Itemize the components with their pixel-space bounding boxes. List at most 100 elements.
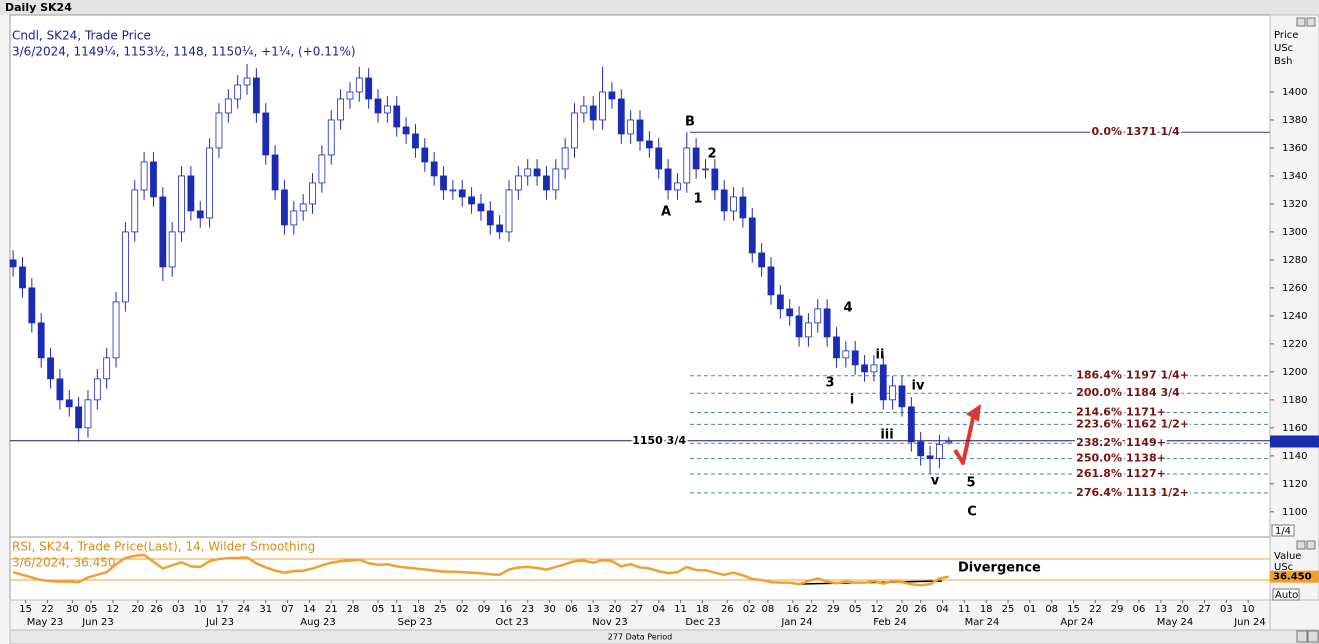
fib-value: 1149+ <box>1126 436 1166 449</box>
candle-body <box>889 385 897 401</box>
candle-body <box>739 196 747 219</box>
candle-body <box>767 266 775 296</box>
rsi-axis-label: USc <box>1274 562 1293 573</box>
candle-body <box>383 105 391 114</box>
candle-body <box>851 350 859 366</box>
x-tick-label: 20 <box>896 604 909 615</box>
rsi-title: RSI, SK24, Trade Price(Last), 14, Wilder… <box>12 540 315 554</box>
x-month-label: Sep 23 <box>398 617 433 628</box>
fib-name: 223.6% <box>1076 417 1122 430</box>
rsi-axis-label: Value <box>1274 551 1301 562</box>
x-tick-label: 15 <box>1067 604 1080 615</box>
x-tick-label: 12 <box>871 604 884 615</box>
scale-mode: Auto <box>1275 590 1298 601</box>
x-tick-label: 27 <box>631 604 644 615</box>
x-tick-label: 22 <box>1089 604 1102 615</box>
candle-body <box>702 168 709 171</box>
fib-name: 214.6% <box>1076 405 1122 418</box>
x-tick-label: 11 <box>674 604 687 615</box>
x-tick-label: 07 <box>281 604 294 615</box>
candle-body <box>748 217 756 254</box>
x-month-label: Aug 23 <box>300 617 335 628</box>
candle-body <box>281 189 288 226</box>
panel-restore-button[interactable] <box>1296 17 1306 27</box>
rsi-close-button[interactable] <box>1306 540 1316 550</box>
y-tick-label: 1340 <box>1282 171 1307 182</box>
zoom-in-button[interactable] <box>1307 630 1319 643</box>
zoom-out-button[interactable] <box>1296 630 1308 643</box>
y-tick-label: 1260 <box>1282 283 1307 294</box>
candle-body <box>861 364 868 373</box>
candle-body <box>683 147 691 184</box>
candle-body <box>47 357 54 380</box>
candle-body <box>533 168 541 177</box>
rsi-line <box>12 553 949 587</box>
x-month-label: Jul 23 <box>205 617 234 628</box>
candle-body <box>365 77 373 100</box>
candle-body <box>664 168 672 191</box>
candle-body <box>75 406 83 429</box>
fib-name: 0.0% <box>1091 125 1122 138</box>
candle-body <box>112 301 120 359</box>
x-month-label: Jun 23 <box>81 617 114 628</box>
x-tick-label: 05 <box>849 604 862 615</box>
candle-body <box>879 364 887 401</box>
fib-value: 1162 1/2+ <box>1126 417 1189 430</box>
candle-body <box>617 98 625 135</box>
chart-title: Cndl, SK24, Trade Price <box>12 29 151 43</box>
wave-label: 4 <box>843 301 852 316</box>
x-tick-label: 03 <box>172 604 185 615</box>
candle-body <box>252 77 260 114</box>
rsi-restore-button[interactable] <box>1296 540 1306 550</box>
x-tick-label: 20 <box>609 604 622 615</box>
x-month-label: May 23 <box>27 617 64 628</box>
y-tick-label: 1320 <box>1282 199 1307 210</box>
y-tick-label: 1380 <box>1282 115 1307 126</box>
fib-name: 250.0% <box>1076 452 1122 465</box>
fib-name: 238.2% <box>1076 436 1122 449</box>
x-tick-label: 16 <box>500 604 513 615</box>
x-tick-label: 26 <box>721 604 734 615</box>
candle-body <box>374 98 382 114</box>
fib-value: 1138+ <box>1126 452 1166 465</box>
y-tick-label: 1100 <box>1282 507 1307 518</box>
candle-body <box>262 112 270 156</box>
y-tick-label: 1360 <box>1282 143 1307 154</box>
candle-body <box>187 175 195 212</box>
y-tick-label: 1280 <box>1282 255 1307 266</box>
candle-body <box>215 112 223 149</box>
y-tick-label: 1160 <box>1282 423 1307 434</box>
annotation: Divergence <box>958 561 1041 576</box>
fib-name: 186.4% <box>1076 369 1122 382</box>
x-tick-label: 13 <box>587 604 600 615</box>
candle-body <box>758 252 766 268</box>
x-tick-label: 25 <box>1002 604 1015 615</box>
candle-body <box>552 168 560 191</box>
candle-body <box>543 175 550 191</box>
y-tick-label: 1140 <box>1282 451 1307 462</box>
candle-body <box>936 444 943 460</box>
candle-body <box>580 105 588 114</box>
scroll-bar[interactable] <box>9 629 1319 644</box>
rsi-subtitle: 3/6/2024, 36.450 <box>12 556 116 570</box>
candle-body <box>524 168 532 177</box>
candle-body <box>131 189 139 233</box>
wave-label: v <box>931 474 940 489</box>
candle-body <box>234 84 242 100</box>
x-tick-label: 18 <box>412 604 425 615</box>
x-tick-label: 15 <box>19 604 32 615</box>
candle-body <box>430 161 438 177</box>
wave-label: 3 <box>825 376 834 391</box>
x-tick-label: 31 <box>259 604 272 615</box>
fib-value: 1113 1/2+ <box>1126 486 1189 499</box>
y-axis-label: USc <box>1274 43 1293 54</box>
candle-body <box>514 175 522 191</box>
x-tick-label: 22 <box>41 604 54 615</box>
wave-label: iii <box>880 428 893 443</box>
x-tick-label: 28 <box>347 604 360 615</box>
candle-body <box>9 259 17 268</box>
fib-value: 1171+ <box>1126 405 1166 418</box>
candle-body <box>243 77 251 86</box>
panel-close-button[interactable] <box>1306 17 1316 27</box>
fib-value: 1127+ <box>1126 467 1166 480</box>
